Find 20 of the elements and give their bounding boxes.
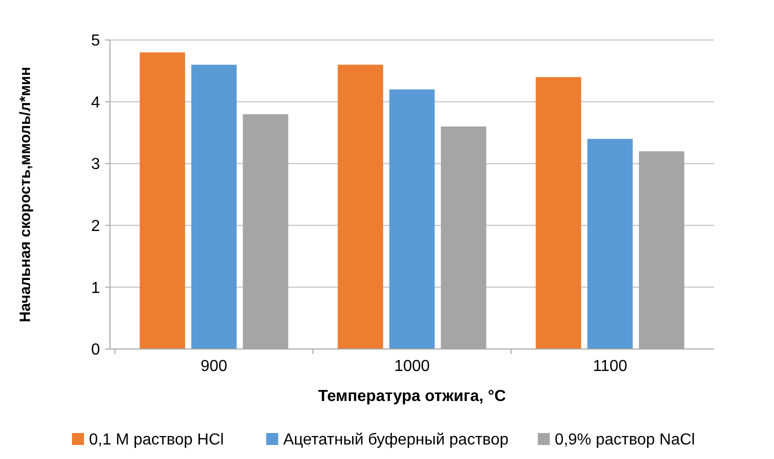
bar [389,89,435,349]
x-tick-label: 900 [200,358,228,375]
y-tick-label: 2 [91,218,100,235]
legend-label: 0,1 М раствор HCl [89,432,224,449]
y-tick-label: 5 [91,32,100,50]
y-tick-label: 4 [91,94,100,112]
x-tick-label: 1000 [394,358,430,375]
y-tick-label: 0 [91,342,100,359]
legend-label: Ацетатный буферный раствор [283,432,509,449]
legend-label: 0,9% раствор NaCl [554,432,695,449]
bar [140,52,186,349]
y-axis-title: Начальная скорость,ммоль/л*мин [17,66,34,322]
y-tick-label: 1 [91,280,100,297]
x-tick-label: 1100 [592,358,628,375]
bar [338,64,384,349]
bar [536,77,582,349]
x-axis-title: Температура отжига, °C [318,388,506,405]
bar [587,138,633,349]
bar [191,64,237,349]
y-tick-label: 3 [91,156,100,174]
